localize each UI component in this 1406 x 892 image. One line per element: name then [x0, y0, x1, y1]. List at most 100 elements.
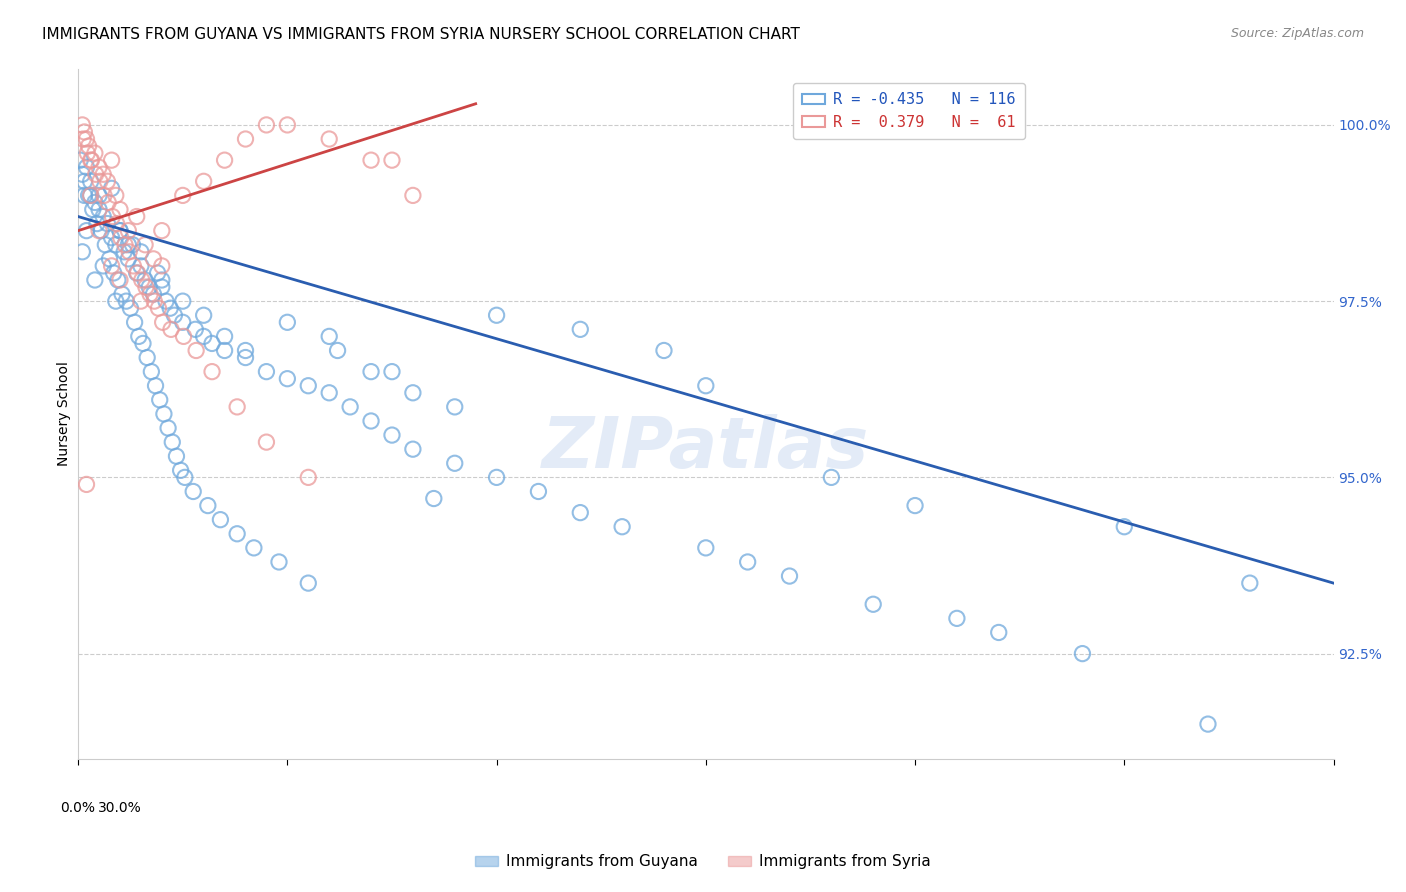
Point [138, 280, 160, 294]
Point [254, 365, 277, 379]
Point [381, 153, 404, 168]
Point [135, 280, 157, 294]
Point [779, 569, 801, 583]
Point [318, 385, 340, 400]
Point [72, 132, 94, 146]
Point [117, 237, 139, 252]
Point [360, 414, 382, 428]
Text: ZIPatlas: ZIPatlas [543, 414, 869, 483]
Point [83, 195, 105, 210]
Point [160, 322, 183, 336]
Point [121, 237, 143, 252]
Point [235, 343, 257, 358]
Point [143, 294, 166, 309]
Point [318, 329, 340, 343]
Point [111, 287, 134, 301]
Point [100, 259, 122, 273]
Point [166, 449, 188, 463]
Point [98, 252, 121, 266]
Point [360, 365, 382, 379]
Point [1239, 576, 1261, 591]
Point [80, 153, 103, 168]
Point [125, 266, 148, 280]
Point [172, 294, 194, 309]
Point [485, 308, 508, 322]
Point [159, 301, 181, 316]
Point [76, 224, 98, 238]
Point [163, 308, 186, 322]
Point [569, 506, 592, 520]
Legend: Immigrants from Guyana, Immigrants from Syria: Immigrants from Guyana, Immigrants from … [470, 848, 936, 875]
Point [297, 576, 319, 591]
Point [193, 329, 215, 343]
Point [243, 541, 266, 555]
Point [142, 252, 165, 266]
Point [184, 343, 207, 358]
Point [104, 237, 127, 252]
Point [117, 224, 139, 238]
Point [209, 513, 232, 527]
Point [87, 202, 110, 217]
Point [201, 336, 224, 351]
Point [100, 230, 122, 244]
Point [339, 400, 361, 414]
Point [153, 407, 176, 421]
Point [485, 470, 508, 484]
Point [443, 456, 465, 470]
Point [136, 351, 159, 365]
Point [108, 202, 131, 217]
Point [79, 188, 101, 202]
Point [72, 118, 94, 132]
Text: IMMIGRANTS FROM GUYANA VS IMMIGRANTS FROM SYRIA NURSERY SCHOOL CORRELATION CHART: IMMIGRANTS FROM GUYANA VS IMMIGRANTS FRO… [42, 27, 800, 42]
Point [87, 188, 110, 202]
Point [76, 477, 98, 491]
Point [127, 266, 149, 280]
Point [402, 188, 425, 202]
Point [125, 210, 148, 224]
Point [276, 372, 298, 386]
Point [610, 519, 633, 533]
Point [214, 329, 236, 343]
Point [173, 470, 195, 484]
Point [946, 611, 969, 625]
Point [193, 174, 215, 188]
Point [97, 195, 120, 210]
Text: 0.0%: 0.0% [60, 801, 96, 814]
Point [904, 499, 927, 513]
Point [94, 237, 117, 252]
Point [73, 188, 96, 202]
Point [254, 118, 277, 132]
Point [181, 484, 204, 499]
Point [76, 146, 98, 161]
Point [152, 315, 174, 329]
Point [76, 132, 98, 146]
Point [129, 259, 152, 273]
Point [527, 484, 550, 499]
Point [101, 210, 124, 224]
Point [235, 132, 257, 146]
Point [201, 365, 224, 379]
Y-axis label: Nursery School: Nursery School [58, 361, 72, 467]
Point [83, 273, 105, 287]
Point [150, 259, 173, 273]
Point [134, 237, 156, 252]
Point [184, 322, 207, 336]
Point [108, 224, 131, 238]
Point [118, 244, 141, 259]
Point [77, 188, 100, 202]
Point [91, 167, 114, 181]
Legend: R = -0.435   N = 116, R =  0.379   N =  61: R = -0.435 N = 116, R = 0.379 N = 61 [793, 83, 1025, 139]
Point [87, 160, 110, 174]
Point [107, 273, 129, 287]
Point [129, 244, 152, 259]
Point [402, 442, 425, 457]
Point [402, 385, 425, 400]
Point [149, 392, 172, 407]
Point [100, 153, 122, 168]
Point [79, 153, 101, 168]
Point [122, 259, 145, 273]
Point [695, 378, 717, 392]
Point [91, 210, 114, 224]
Point [145, 378, 167, 392]
Point [87, 224, 110, 238]
